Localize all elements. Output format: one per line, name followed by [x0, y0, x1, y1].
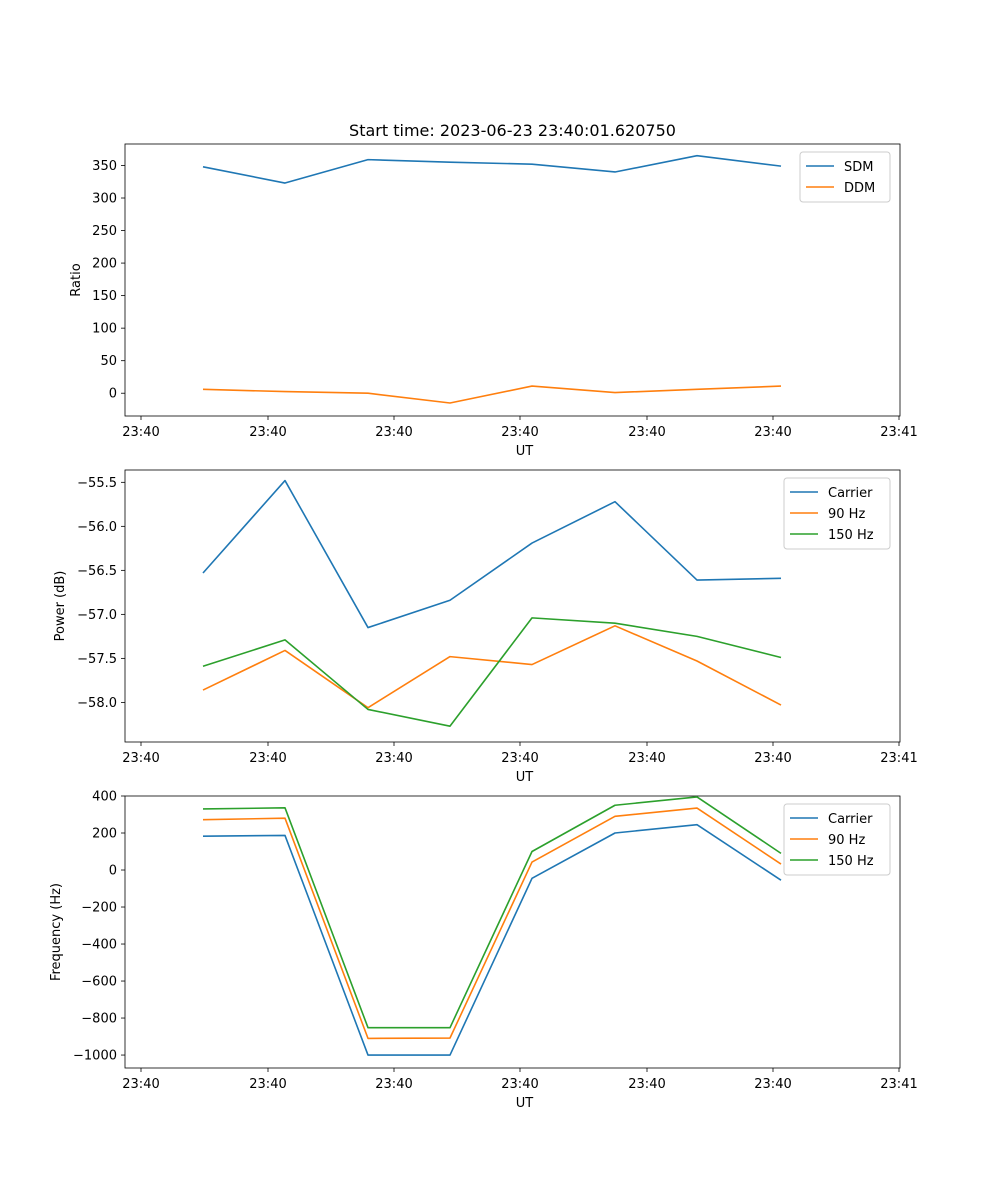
x-tick-label: 23:40	[122, 751, 159, 766]
y-tick-label: −200	[81, 901, 117, 916]
legend-label: 150 Hz	[828, 854, 874, 869]
legend-label: Carrier	[828, 486, 873, 501]
y-tick-label: 150	[92, 289, 117, 304]
y-tick-label: −800	[81, 1012, 117, 1027]
series-line-90-hz	[202, 807, 782, 1040]
x-tick-label: 23:41	[880, 425, 917, 440]
x-tick-label: 23:40	[249, 751, 286, 766]
x-tick-label: 23:40	[122, 1077, 159, 1092]
axes-frame	[124, 795, 901, 1069]
series-line-sdm	[202, 154, 782, 184]
x-tick-label: 23:40	[375, 751, 412, 766]
x-tick-label: 23:40	[754, 425, 791, 440]
y-tick-label: 350	[92, 159, 117, 174]
legend-label: Carrier	[828, 812, 873, 827]
legend-label: DDM	[844, 181, 875, 196]
x-tick-label: 23:40	[375, 425, 412, 440]
chart-title: Start time: 2023-06-23 23:40:01.620750	[349, 121, 676, 140]
x-tick-label: 23:40	[754, 1077, 791, 1092]
y-tick-label: −55.5	[77, 476, 117, 491]
x-tick-label: 23:40	[628, 425, 665, 440]
y-axis-label: Frequency (Hz)	[49, 883, 64, 981]
y-tick-label: −1000	[73, 1049, 117, 1064]
legend: Carrier 90 Hz 150 Hz	[783, 477, 891, 550]
x-tick-label: 23:40	[501, 425, 538, 440]
y-tick-label: −56.0	[77, 520, 117, 535]
x-axis-label: UT	[516, 770, 534, 785]
axes-frame	[124, 469, 901, 743]
legend-box	[783, 477, 891, 550]
y-tick-label: −56.5	[77, 564, 117, 579]
subplot-2: 23:40 23:40 23:40 23:40 23:40 23:40 23:41 UT −58…	[53, 469, 918, 785]
y-tick-label: 0	[109, 864, 117, 879]
x-axis-label: UT	[516, 444, 534, 459]
legend: Carrier 90 Hz 150 Hz	[783, 803, 891, 876]
x-tick-label: 23:40	[501, 1077, 538, 1092]
legend-label: 90 Hz	[828, 833, 865, 848]
y-tick-label: −58.0	[77, 696, 117, 711]
series-line-90-hz	[202, 625, 782, 709]
legend-label: 90 Hz	[828, 507, 865, 522]
y-axis-label: Ratio	[69, 263, 84, 296]
x-tick-label: 23:40	[122, 425, 159, 440]
legend-label: 150 Hz	[828, 528, 874, 543]
y-tick-label: 100	[92, 322, 117, 337]
series-line-150-hz	[202, 796, 782, 1029]
series-line-carrier	[202, 479, 782, 629]
x-axis-label: UT	[516, 1096, 534, 1111]
y-tick-label: −57.5	[77, 652, 117, 667]
series-line-ddm	[202, 385, 782, 404]
y-tick-label: 300	[92, 192, 117, 207]
y-tick-label: −57.0	[77, 608, 117, 623]
legend: SDM DDM	[799, 151, 891, 203]
x-tick-label: 23:40	[628, 751, 665, 766]
legend-box	[783, 803, 891, 876]
axes-frame	[124, 143, 901, 417]
y-tick-label: −400	[81, 938, 117, 953]
y-tick-label: 200	[92, 827, 117, 842]
y-tick-label: 50	[100, 354, 117, 369]
y-tick-label: 400	[92, 790, 117, 805]
y-tick-label: −600	[81, 975, 117, 990]
legend-box	[799, 151, 891, 203]
y-tick-label: 250	[92, 224, 117, 239]
legend-label: SDM	[844, 160, 873, 175]
subplot-3: 23:40 23:40 23:40 23:40 23:40 23:40 23:41 UT −10…	[49, 790, 918, 1112]
series-line-carrier	[202, 823, 782, 1056]
x-tick-label: 23:40	[249, 425, 286, 440]
y-axis-label: Power (dB)	[53, 571, 68, 642]
x-tick-label: 23:40	[628, 1077, 665, 1092]
y-tick-label: 0	[109, 387, 117, 402]
x-tick-label: 23:40	[375, 1077, 412, 1092]
x-tick-label: 23:41	[880, 751, 917, 766]
x-tick-label: 23:40	[249, 1077, 286, 1092]
x-tick-label: 23:40	[754, 751, 791, 766]
x-tick-label: 23:40	[501, 751, 538, 766]
series-line-150-hz	[202, 617, 782, 727]
x-tick-label: 23:41	[880, 1077, 917, 1092]
y-tick-label: 200	[92, 257, 117, 272]
subplot-1: Start time: 2023-06-23 23:40:01.620750 23…	[69, 121, 918, 459]
